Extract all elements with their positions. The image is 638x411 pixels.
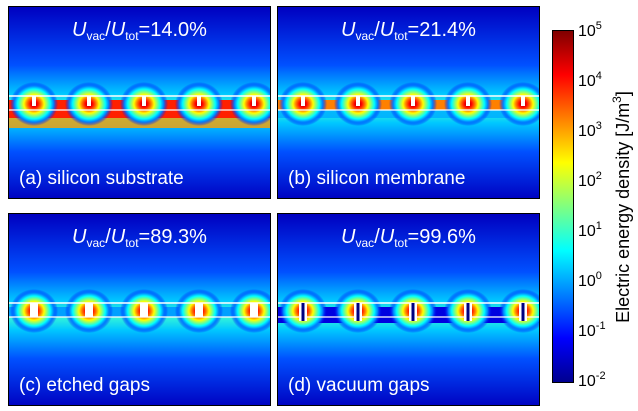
field-map-b xyxy=(278,7,539,198)
panel-label-a: (a) silicon substrate xyxy=(19,168,184,189)
panel-label-b: (b) silicon membrane xyxy=(288,168,466,189)
panel-label-d: (d) vacuum gaps xyxy=(288,375,430,396)
field-map-a xyxy=(9,7,270,198)
colorbar-tick-label: 103 xyxy=(578,120,602,140)
colorbar xyxy=(552,30,574,383)
energy-ratio-a: Uvac/Utot=14.0% xyxy=(72,19,207,43)
field-map-d xyxy=(278,214,539,405)
colorbar-tick-label: 105 xyxy=(578,20,602,40)
colorbar-tick-label: 101 xyxy=(578,220,602,240)
panel-c: Uvac/Utot=89.3% (c) etched gaps xyxy=(8,213,271,406)
colorbar-tick-label: 10-2 xyxy=(578,370,606,390)
energy-ratio-d: Uvac/Utot=99.6% xyxy=(341,226,476,250)
field-map-c xyxy=(9,214,270,405)
panel-b: Uvac/Utot=21.4% (b) silicon membrane xyxy=(277,6,540,199)
colorbar-tick-label: 100 xyxy=(578,270,602,290)
panel-a: Uvac/Utot=14.0% (a) silicon substrate xyxy=(8,6,271,199)
panel-label-c: (c) etched gaps xyxy=(19,375,150,396)
colorbar-tick-label: 104 xyxy=(578,70,602,90)
colorbar-tick-label: 102 xyxy=(578,170,602,190)
panel-d: Uvac/Utot=99.6% (d) vacuum gaps xyxy=(277,213,540,406)
energy-ratio-b: Uvac/Utot=21.4% xyxy=(341,19,476,43)
colorbar-tick-label: 10-1 xyxy=(578,320,606,340)
energy-ratio-c: Uvac/Utot=89.3% xyxy=(72,226,207,250)
colorbar-title: Electric energy density [J/m3] xyxy=(610,91,633,323)
